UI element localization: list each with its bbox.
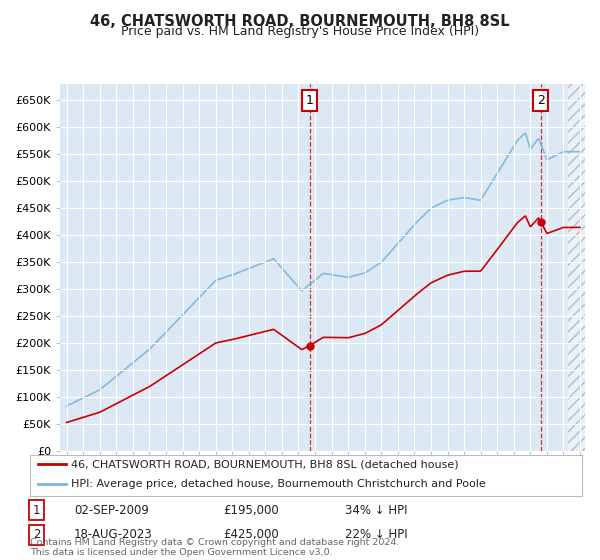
Text: Price paid vs. HM Land Registry's House Price Index (HPI): Price paid vs. HM Land Registry's House … bbox=[121, 25, 479, 39]
Text: 2: 2 bbox=[537, 94, 545, 107]
Text: £425,000: £425,000 bbox=[223, 528, 279, 541]
Text: 46, CHATSWORTH ROAD, BOURNEMOUTH, BH8 8SL (detached house): 46, CHATSWORTH ROAD, BOURNEMOUTH, BH8 8S… bbox=[71, 459, 459, 469]
Text: 1: 1 bbox=[305, 94, 314, 107]
Text: 2: 2 bbox=[33, 528, 40, 541]
Text: 18-AUG-2023: 18-AUG-2023 bbox=[74, 528, 153, 541]
Bar bbox=[568, 84, 585, 451]
Bar bbox=[568, 84, 585, 451]
Text: £195,000: £195,000 bbox=[223, 503, 279, 517]
Text: HPI: Average price, detached house, Bournemouth Christchurch and Poole: HPI: Average price, detached house, Bour… bbox=[71, 479, 486, 489]
Text: 46, CHATSWORTH ROAD, BOURNEMOUTH, BH8 8SL: 46, CHATSWORTH ROAD, BOURNEMOUTH, BH8 8S… bbox=[90, 14, 510, 29]
Text: 22% ↓ HPI: 22% ↓ HPI bbox=[344, 528, 407, 541]
Text: 1: 1 bbox=[33, 503, 40, 517]
Text: 34% ↓ HPI: 34% ↓ HPI bbox=[344, 503, 407, 517]
Text: 02-SEP-2009: 02-SEP-2009 bbox=[74, 503, 149, 517]
Text: Contains HM Land Registry data © Crown copyright and database right 2024.
This d: Contains HM Land Registry data © Crown c… bbox=[30, 538, 400, 557]
